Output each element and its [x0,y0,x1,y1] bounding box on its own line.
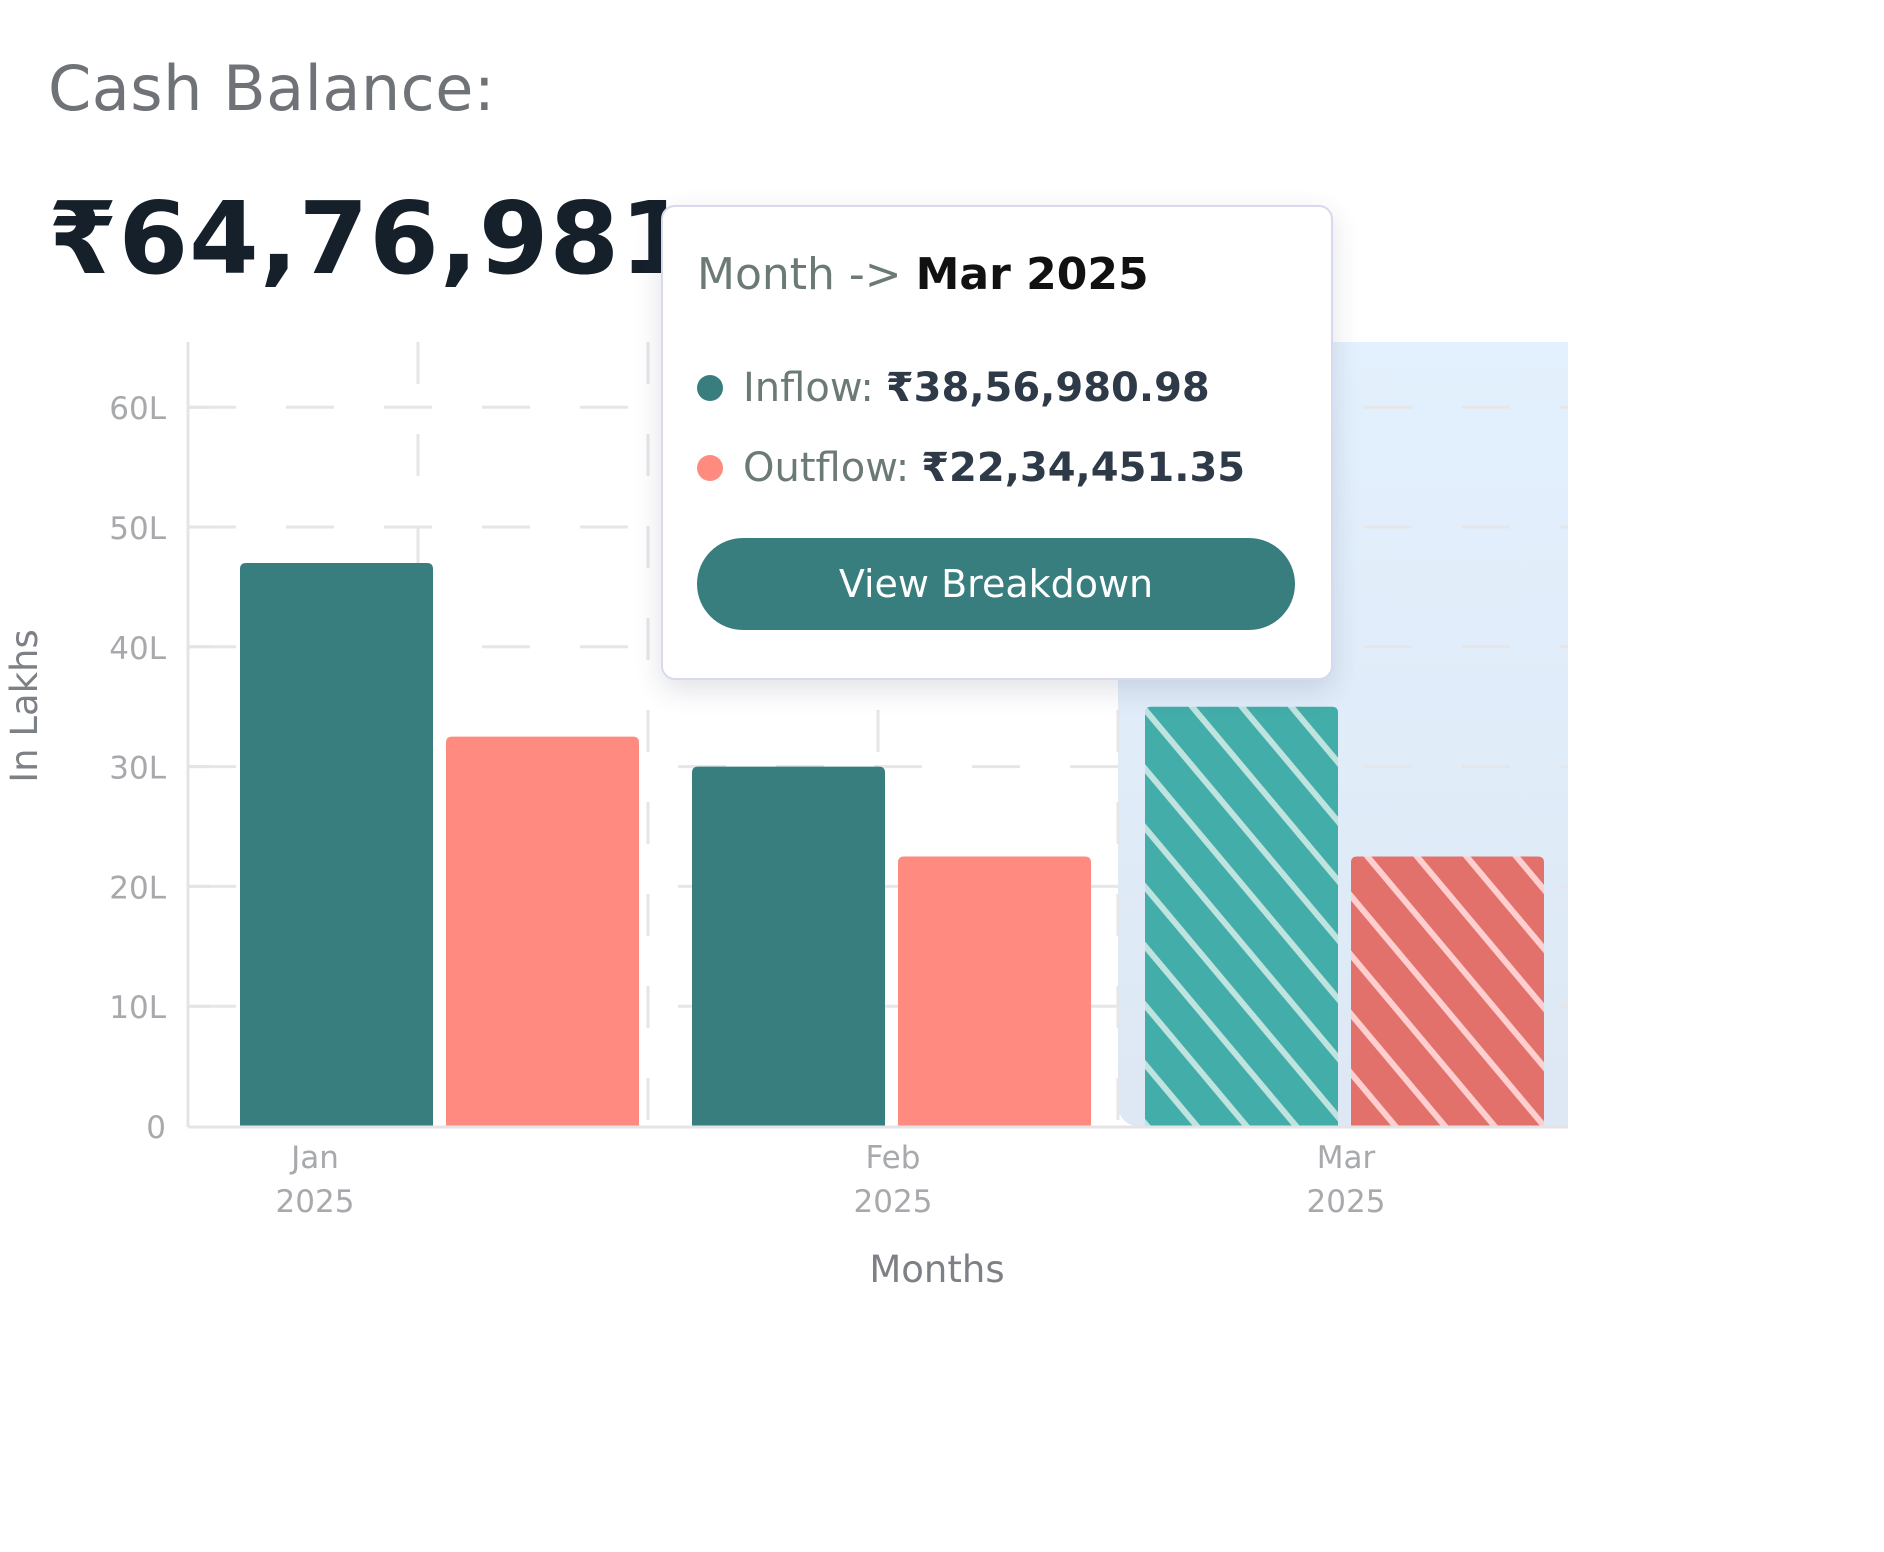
inflow-bar-jan [240,562,433,1126]
tooltip-outflow-label: Outflow: [743,445,910,491]
tooltip-outflow-row: Outflow: ₹22,34,451.35 [697,445,1245,491]
outflow-bar-mar [1351,856,1544,1126]
x-tick-label-year-jan: 2025 [276,1184,355,1220]
x-tick-label-year-feb: 2025 [854,1184,933,1220]
y-tick-label-60: 60L [109,391,166,427]
cash-balance-label: Cash Balance: [48,52,496,125]
inflow-bar-feb [692,766,885,1126]
inflow-legend-dot [697,375,723,401]
tooltip-outflow-value: ₹22,34,451.35 [921,445,1246,491]
y-tick-label-40: 40L [109,631,166,667]
inflow-bar-mar [1145,706,1338,1126]
cash-balance-value: ₹64,76,981 [48,180,691,297]
outflow-legend-dot [697,455,723,481]
month-tooltip: Month -> Mar 2025 Inflow: ₹38,56,980.98 … [661,205,1333,680]
view-breakdown-button[interactable]: View Breakdown [697,538,1295,630]
outflow-bar-jan [446,736,639,1126]
y-tick-label-0: 0 [146,1110,166,1146]
x-tick-label-month-feb: Feb [866,1140,921,1176]
tooltip-title: Month -> Mar 2025 [697,249,1149,300]
y-tick-label-20: 20L [109,870,166,906]
x-axis-title: Months [869,1248,1004,1291]
outflow-bar-feb [898,856,1091,1126]
tooltip-inflow-value: ₹38,56,980.98 [885,365,1210,411]
tooltip-title-prefix: Month -> [697,249,902,300]
y-tick-label-10: 10L [109,990,166,1026]
y-tick-label-30: 30L [109,751,166,787]
x-tick-label-year-mar: 2025 [1307,1184,1386,1220]
x-tick-label-month-jan: Jan [289,1140,339,1176]
x-tick-label-month-mar: Mar [1317,1140,1376,1176]
y-axis-title: In Lakhs [3,629,46,783]
tooltip-inflow-label: Inflow: [743,365,874,411]
cash-flow-chart: 0 10L 20L 30L 40L 50L 60L Jan 2025 Feb 2025 Mar 2025… [3,342,1568,1291]
y-tick-label-50: 50L [109,511,166,547]
tooltip-month-value: Mar 2025 [915,249,1149,300]
tooltip-inflow-row: Inflow: ₹38,56,980.98 [697,365,1210,411]
cash-balance-widget: 0 10L 20L 30L 40L 50L 60L Jan 2025 Feb 2025 Mar 2025… [3,52,1568,1291]
